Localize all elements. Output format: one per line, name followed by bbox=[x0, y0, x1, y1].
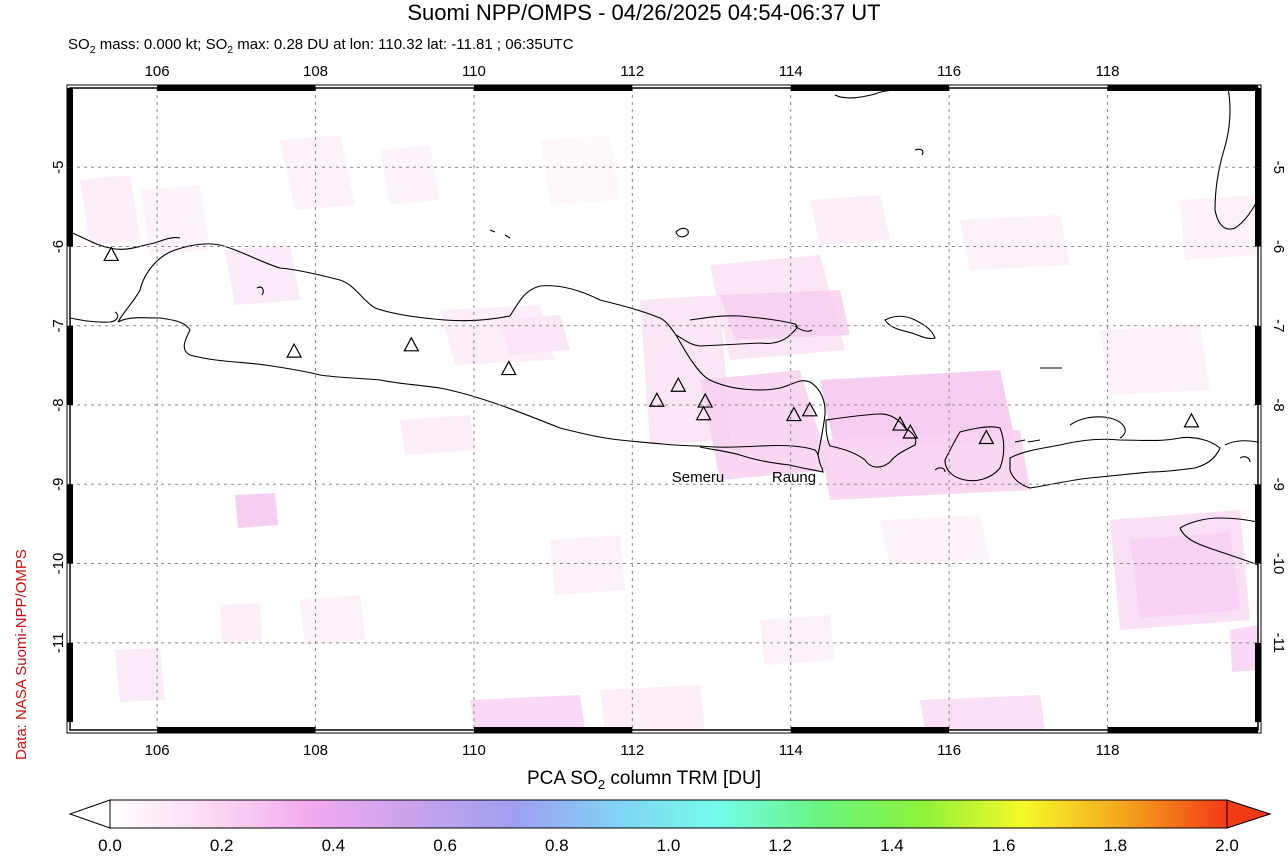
lat-tick-label-left: -5 bbox=[50, 161, 67, 174]
colorbar bbox=[68, 799, 1272, 829]
colorbar-tick-label: 1.0 bbox=[656, 836, 681, 855]
volcano-triangle-icon bbox=[103, 246, 120, 262]
lat-tick-label-right: -10 bbox=[1270, 553, 1287, 575]
frame-bar-left bbox=[67, 484, 73, 564]
frame-bar-right bbox=[1255, 484, 1261, 564]
lon-tick-label-bottom: 106 bbox=[145, 742, 170, 759]
volcano-label-semeru: Semeru bbox=[672, 469, 725, 486]
frame-bar-bottom bbox=[790, 727, 950, 733]
frame-bar-left bbox=[67, 642, 73, 723]
volcano-triangle-icon bbox=[670, 376, 687, 392]
frame-bar-left bbox=[67, 167, 73, 247]
volcano-triangle-icon bbox=[648, 392, 665, 407]
lon-tick-label-top: 114 bbox=[779, 63, 803, 80]
frame-bar-left bbox=[67, 88, 73, 168]
outer-border bbox=[66, 84, 1262, 734]
frame-bar-bottom bbox=[473, 727, 633, 733]
colorbar-gradient bbox=[109, 799, 1228, 829]
so2-pixel-layer bbox=[80, 135, 1258, 730]
lon-tick-label-bottom: 116 bbox=[937, 742, 961, 759]
frame-bar-right bbox=[1255, 167, 1261, 247]
volcano-triangle-icon bbox=[892, 415, 909, 431]
colorbar-tick-label: 0.2 bbox=[209, 836, 234, 855]
colorbar-tick-label: 0.6 bbox=[433, 836, 457, 855]
lat-tick-label-right: -5 bbox=[1270, 161, 1287, 174]
frame-bar-top bbox=[790, 85, 950, 91]
colorbar-tick-label: 1.4 bbox=[880, 836, 904, 855]
frame-bar-right bbox=[1255, 325, 1261, 406]
colorbar-tick-label: 1.8 bbox=[1103, 836, 1128, 855]
frame-bar-bottom bbox=[157, 727, 316, 733]
lon-tick-label-top: 108 bbox=[303, 63, 328, 80]
frame-bar-bottom bbox=[1107, 727, 1258, 733]
volcano-triangle-icon bbox=[978, 429, 995, 445]
colorbar-min-arrow bbox=[68, 799, 111, 829]
volcano-triangle-icon bbox=[785, 406, 802, 422]
lat-tick-label-right: -8 bbox=[1270, 398, 1287, 411]
volcano-triangle-icon bbox=[902, 423, 919, 439]
colorbar-tick-label: 0.8 bbox=[544, 836, 569, 855]
volcano-triangle-icon bbox=[695, 405, 712, 421]
lat-tick-label-left: -8 bbox=[50, 398, 67, 411]
colorbar-tick-label: 0.4 bbox=[321, 836, 346, 855]
lat-tick-label-right: -9 bbox=[1270, 478, 1287, 491]
map-frame bbox=[66, 84, 1262, 734]
lat-tick-label-left: -11 bbox=[50, 633, 67, 654]
colorbar-ticks: 0.0 0.2 0.4 0.6 0.8 1.0 1.2 1.4 1.6 1.8 2.0 bbox=[0, 836, 1288, 856]
volcano-triangle-icon bbox=[801, 401, 818, 417]
lat-tick-label-left: -6 bbox=[50, 240, 67, 253]
frame-bar-top bbox=[473, 85, 633, 91]
lon-tick-label-bottom: 108 bbox=[303, 742, 328, 759]
lon-tick-label-top: 110 bbox=[462, 63, 486, 80]
volcano-triangle-icon bbox=[286, 342, 303, 358]
axis-labels: 106 106 108 108 110 110 112 112 114 114 116 116 118 1… bbox=[50, 63, 1287, 759]
so2-summary: SO2 mass: 0.000 kt; SO2 max: 0.28 DU at … bbox=[68, 36, 574, 56]
volcano-triangle-icon bbox=[500, 360, 517, 376]
lon-tick-label-top: 118 bbox=[1096, 63, 1120, 80]
lon-tick-label-bottom: 118 bbox=[1096, 742, 1120, 759]
plot-border bbox=[69, 87, 1259, 731]
lon-tick-label-top: 116 bbox=[937, 63, 961, 80]
map-title: Suomi NPP/OMPS - 04/26/2025 04:54-06:37 … bbox=[407, 0, 881, 25]
frame-bar-right bbox=[1255, 88, 1261, 168]
volcano-triangle-icon bbox=[697, 392, 714, 408]
volcano-label-raung: Raung bbox=[772, 469, 816, 486]
lon-tick-label-top: 112 bbox=[620, 63, 644, 80]
lon-tick-label-bottom: 114 bbox=[779, 742, 803, 759]
lat-tick-label-right: -7 bbox=[1270, 319, 1287, 332]
lat-lon-grid bbox=[70, 88, 1258, 730]
colorbar-tick-label: 1.6 bbox=[991, 836, 1016, 855]
colorbar-tick-label: 0.0 bbox=[98, 836, 122, 855]
colorbar-tick-label: 1.2 bbox=[768, 836, 793, 855]
lat-tick-label-left: -7 bbox=[50, 319, 67, 332]
lat-tick-label-right: -6 bbox=[1270, 240, 1287, 253]
lat-tick-label-right: -11 bbox=[1270, 633, 1287, 654]
lon-tick-label-bottom: 112 bbox=[620, 742, 644, 759]
frame-bar-left bbox=[67, 325, 73, 406]
lat-tick-label-left: -10 bbox=[50, 553, 67, 575]
lon-tick-label-bottom: 110 bbox=[462, 742, 486, 759]
colorbar-max-arrow bbox=[1226, 799, 1272, 829]
frame-bar-top bbox=[1107, 85, 1258, 91]
frame-bar-top bbox=[157, 85, 316, 91]
colorbar-title: PCA SO2 column TRM [DU] bbox=[526, 768, 762, 792]
volcano-triangle-icon bbox=[403, 336, 420, 352]
frame-bar-right bbox=[1255, 642, 1261, 723]
coastline-layer bbox=[70, 88, 1258, 566]
lon-tick-label-top: 106 bbox=[145, 63, 170, 80]
colorbar-tick-label: 2.0 bbox=[1215, 836, 1239, 855]
lat-tick-label-left: -9 bbox=[50, 478, 67, 491]
volcano-markers bbox=[103, 246, 1200, 445]
volcano-triangle-icon bbox=[1183, 412, 1200, 428]
